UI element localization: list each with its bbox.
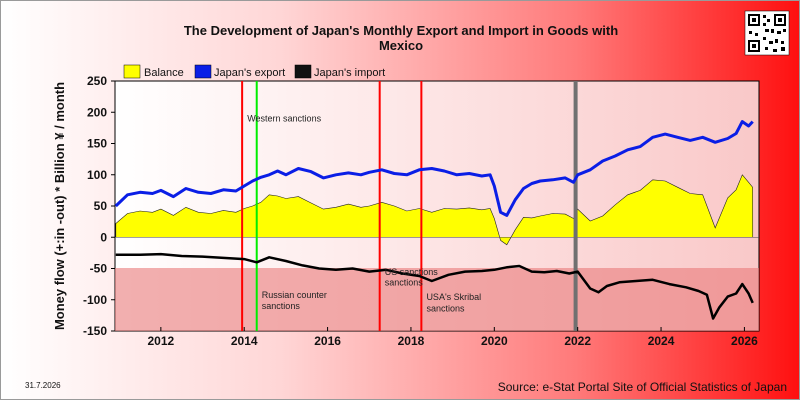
plot-layer — [114, 81, 759, 331]
annotation-4: sanctions — [385, 277, 424, 287]
date-stamp: 31.7.2026 — [25, 381, 61, 390]
x-tick-label-3: 2018 — [398, 334, 425, 348]
chart-title-line2: Mexico — [379, 38, 423, 53]
legend-swatch-balance — [123, 64, 141, 79]
x-tick-label-6: 2024 — [648, 334, 675, 348]
chart-title-line1: The Development of Japan's Monthly Expor… — [184, 23, 618, 38]
annotation-6: sanctions — [426, 304, 465, 314]
annotation-0: Western sanctions — [247, 114, 321, 124]
x-tick-label-4: 2020 — [481, 334, 508, 348]
y-tick-label-2: 150 — [87, 137, 107, 151]
annotation-1: Russian counter — [262, 290, 327, 300]
x-tick-label-2: 2016 — [314, 334, 341, 348]
legend-swatch-export — [194, 64, 212, 79]
y-tick-label-8: -150 — [83, 324, 107, 338]
x-tick-label-1: 2014 — [231, 334, 258, 348]
annotation-2: sanctions — [262, 301, 301, 311]
series-balance-area — [115, 174, 754, 246]
legend: Balance Japan's export Japan's import — [123, 64, 385, 79]
y-tick-label-1: 200 — [87, 105, 107, 119]
y-tick-label-5: 0 — [100, 230, 107, 244]
x-tick-label-0: 2012 — [147, 334, 174, 348]
y-tick-label-7: -100 — [83, 293, 107, 307]
y-tick-label-4: 50 — [94, 199, 108, 213]
annotation-5: USA's Skribal — [426, 292, 481, 302]
x-axis: 2012 2014 2016 2018 2020 2022 2024 2026 — [147, 327, 758, 348]
x-tick-label-5: 2022 — [564, 334, 591, 348]
legend-label-import: Japan's import — [314, 67, 385, 79]
y-tick-label-0: 250 — [87, 74, 107, 88]
legend-label-export: Japan's export — [214, 67, 285, 79]
y-axis: 250 200 150 100 50 0 -50 -100 -150 — [83, 74, 115, 338]
source-text: Source: e-Stat Portal Site of Official S… — [498, 380, 787, 394]
series-import-line — [115, 252, 754, 320]
series-export-line — [114, 120, 754, 217]
y-tick-label-6: -50 — [90, 262, 108, 276]
y-tick-label-3: 100 — [87, 168, 107, 182]
y-axis-label: Money flow (+:in -out) * Billion ¥ / mon… — [52, 82, 67, 330]
x-tick-label-7: 2026 — [731, 334, 758, 348]
legend-swatch-import — [294, 64, 312, 79]
qr-code-icon — [744, 10, 790, 56]
legend-label-balance: Balance — [144, 67, 184, 79]
annotation-3: US sanctions — [385, 267, 439, 277]
